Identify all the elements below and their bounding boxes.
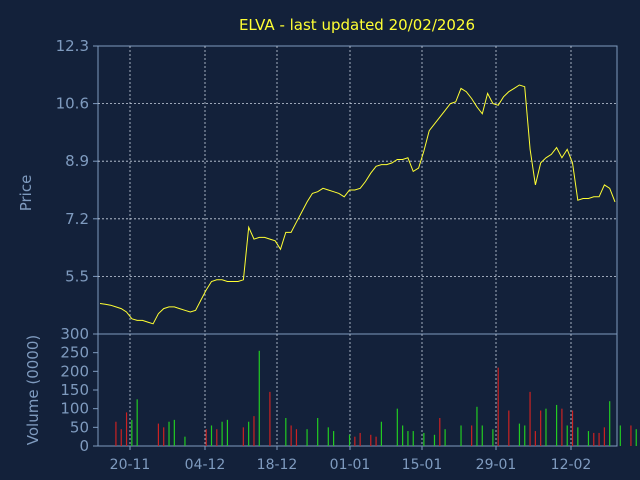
x-tick-label: 04-12 (185, 457, 226, 473)
volume-tick-label: 100 (60, 400, 89, 418)
x-axis-ticks: 20-11 04-12 18-12 01-01 15-01 29-01 12-02 (110, 446, 592, 473)
x-tick-label: 18-12 (257, 457, 298, 473)
price-axis-label: Price (17, 175, 35, 212)
volume-tick-label: 250 (60, 344, 89, 362)
volume-bars (115, 350, 637, 446)
x-tick-label: 29-01 (476, 457, 517, 473)
price-tick-label: 10.6 (56, 95, 89, 113)
price-series-line (99, 84, 616, 325)
volume-tick-label: 200 (60, 362, 89, 380)
volume-tick-label: 150 (60, 381, 89, 399)
x-tick-label: 20-11 (110, 457, 151, 473)
volume-tick-label: 0 (79, 437, 89, 455)
price-tick-label: 12.3 (56, 37, 89, 55)
x-tick-label: 12-02 (551, 457, 592, 473)
chart-title: ELVA - last updated 20/02/2026 (239, 16, 475, 34)
x-tick-label: 15-01 (402, 457, 443, 473)
price-grid (98, 46, 617, 334)
price-tick-label: 8.9 (65, 152, 89, 170)
x-tick-label: 01-01 (330, 457, 371, 473)
price-y-ticks: 12.3 10.6 8.9 7.2 5.5 (56, 37, 98, 285)
volume-grid (129, 334, 572, 446)
volume-tick-label: 50 (70, 418, 89, 436)
volume-tick-label: 300 (60, 325, 89, 343)
volume-axis-label: Volume (0000) (24, 335, 42, 445)
price-panel: 12.3 10.6 8.9 7.2 5.5 Price (17, 37, 618, 335)
price-tick-label: 5.5 (65, 267, 89, 285)
price-tick-label: 7.2 (65, 210, 89, 228)
